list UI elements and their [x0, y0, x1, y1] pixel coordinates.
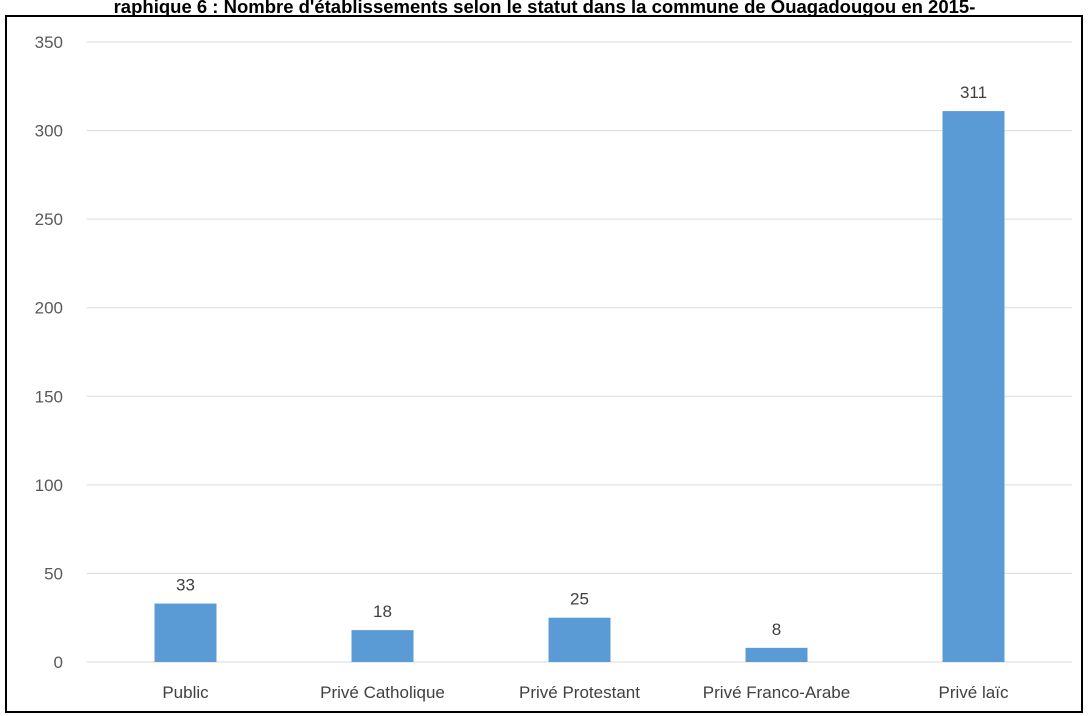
y-tick-label: 100	[35, 476, 63, 495]
bars	[154, 111, 1005, 663]
y-tick-label: 350	[35, 33, 63, 52]
y-tick-label: 150	[35, 387, 63, 406]
x-tick-label: Privé Catholique	[320, 683, 445, 702]
data-label: 25	[570, 590, 589, 609]
y-tick-label: 300	[35, 122, 63, 141]
data-label: 311	[960, 83, 987, 102]
y-tick-label: 200	[35, 299, 63, 318]
chart-frame	[5, 15, 1083, 713]
x-tick-label: Public	[162, 683, 209, 702]
x-tick-label: Privé laïc	[939, 683, 1009, 702]
bar	[942, 111, 1005, 663]
y-tick-label: 0	[54, 653, 63, 672]
gridlines	[87, 41, 1072, 663]
data-labels: 33 18 25 8 311	[176, 83, 987, 639]
x-tick-label: Privé Franco-Arabe	[703, 683, 850, 702]
bar	[154, 603, 217, 662]
y-tick-label: 250	[35, 210, 63, 229]
y-tick-label: 50	[44, 564, 63, 583]
x-tick-label: Privé Protestant	[519, 683, 640, 702]
x-axis-category-labels: Public Privé Catholique Privé Protestant Pr…	[162, 683, 1009, 702]
bar	[351, 630, 414, 662]
y-axis-tick-labels: 0 50 100 150 200 250 300 350	[35, 33, 63, 672]
bar	[548, 617, 611, 662]
data-label: 33	[176, 576, 195, 595]
data-label: 8	[772, 620, 781, 639]
bar	[745, 647, 808, 662]
chart-title: raphique 6 : Nombre d'établissements sel…	[113, 0, 976, 17]
data-label: 18	[373, 602, 392, 621]
